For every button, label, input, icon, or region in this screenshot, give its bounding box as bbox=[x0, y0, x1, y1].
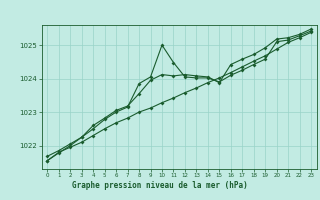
Text: Graphe pression niveau de la mer (hPa): Graphe pression niveau de la mer (hPa) bbox=[72, 180, 248, 190]
